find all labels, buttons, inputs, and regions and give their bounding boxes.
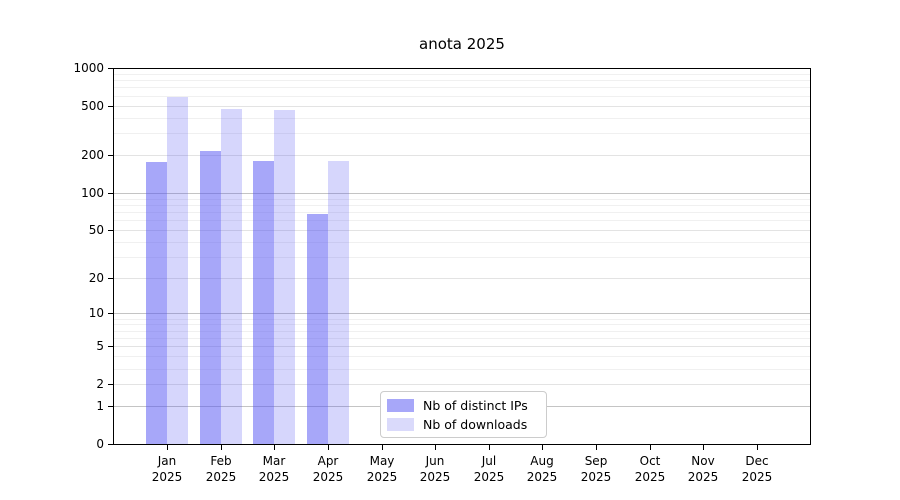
legend-item-distinct-ips: Nb of distinct IPs	[387, 398, 538, 413]
minor-gridline	[114, 199, 810, 200]
y-tick-mark	[108, 230, 113, 231]
x-tick-mark	[435, 445, 436, 450]
gridline	[114, 155, 810, 156]
legend-item-downloads: Nb of downloads	[387, 417, 538, 432]
x-tick-mark	[650, 445, 651, 450]
minor-gridline	[114, 118, 810, 119]
y-tick-label: 1000	[73, 61, 104, 75]
plot-area	[113, 68, 811, 445]
minor-gridline	[114, 220, 810, 221]
y-tick-mark	[108, 68, 113, 69]
x-tick-mark	[542, 445, 543, 450]
y-tick-label: 5	[96, 339, 104, 353]
minor-gridline	[114, 257, 810, 258]
x-tick-label: Aug 2025	[526, 454, 558, 484]
y-tick-label: 50	[88, 223, 104, 237]
minor-gridline	[114, 356, 810, 357]
distinct-ips-swatch	[387, 398, 414, 412]
x-tick-mark	[328, 445, 329, 450]
gridline	[114, 230, 810, 231]
y-tick-label: 10	[88, 306, 104, 320]
y-tick-mark	[108, 444, 113, 445]
minor-gridline	[114, 319, 810, 320]
minor-gridline	[114, 74, 810, 75]
bar-downloads	[328, 161, 349, 444]
minor-gridline	[114, 96, 810, 97]
minor-gridline	[114, 369, 810, 370]
x-tick-label: Apr 2025	[312, 454, 344, 484]
y-tick-mark	[108, 384, 113, 385]
x-tick-mark	[703, 445, 704, 450]
x-tick-label: Sep 2025	[580, 454, 612, 484]
x-tick-mark	[596, 445, 597, 450]
decade-gridline	[114, 193, 810, 194]
x-tick-label: Mar 2025	[258, 454, 290, 484]
x-tick-mark	[221, 445, 222, 450]
minor-gridline	[114, 80, 810, 81]
legend: Nb of distinct IPs Nb of downloads	[380, 391, 547, 438]
y-tick-mark	[108, 278, 113, 279]
minor-gridline	[114, 87, 810, 88]
y-tick-mark	[108, 346, 113, 347]
bar-distinct-ips	[253, 161, 274, 444]
bar-downloads	[274, 110, 295, 444]
x-tick-mark	[382, 445, 383, 450]
x-tick-label: Nov 2025	[687, 454, 719, 484]
minor-gridline	[114, 338, 810, 339]
minor-gridline	[114, 324, 810, 325]
x-tick-mark	[167, 445, 168, 450]
x-tick-label: Jul 2025	[473, 454, 505, 484]
y-tick-mark	[108, 106, 113, 107]
downloads-swatch	[387, 417, 414, 431]
y-tick-label: 2	[96, 377, 104, 391]
y-tick-mark	[108, 313, 113, 314]
gridline	[114, 278, 810, 279]
minor-gridline	[114, 331, 810, 332]
gridline	[114, 384, 810, 385]
y-tick-label: 1	[96, 399, 104, 413]
x-tick-label: Jan 2025	[151, 454, 183, 484]
y-tick-mark	[108, 406, 113, 407]
x-tick-label: Feb 2025	[205, 454, 237, 484]
x-tick-label: Oct 2025	[634, 454, 666, 484]
y-tick-mark	[108, 193, 113, 194]
minor-gridline	[114, 205, 810, 206]
bar-downloads	[221, 109, 242, 444]
gridline	[114, 106, 810, 107]
minor-gridline	[114, 242, 810, 243]
x-tick-label: May 2025	[366, 454, 398, 484]
bar-distinct-ips	[200, 151, 221, 444]
legend-label: Nb of distinct IPs	[423, 397, 528, 413]
y-tick-mark	[108, 155, 113, 156]
minor-gridline	[114, 212, 810, 213]
minor-gridline	[114, 133, 810, 134]
y-tick-label: 0	[96, 437, 104, 451]
y-tick-label: 500	[81, 99, 104, 113]
bar-distinct-ips	[307, 214, 328, 444]
y-tick-label: 20	[88, 271, 104, 285]
gridline	[114, 346, 810, 347]
y-tick-label: 100	[81, 186, 104, 200]
x-tick-mark	[489, 445, 490, 450]
x-tick-mark	[274, 445, 275, 450]
x-tick-mark	[757, 445, 758, 450]
x-tick-label: Dec 2025	[741, 454, 773, 484]
bar-distinct-ips	[146, 162, 167, 444]
bar-downloads	[167, 97, 188, 444]
legend-label: Nb of downloads	[423, 416, 528, 432]
chart-title: anota 2025	[419, 35, 505, 53]
decade-gridline	[114, 313, 810, 314]
y-tick-label: 200	[81, 148, 104, 162]
x-tick-label: Jun 2025	[419, 454, 451, 484]
